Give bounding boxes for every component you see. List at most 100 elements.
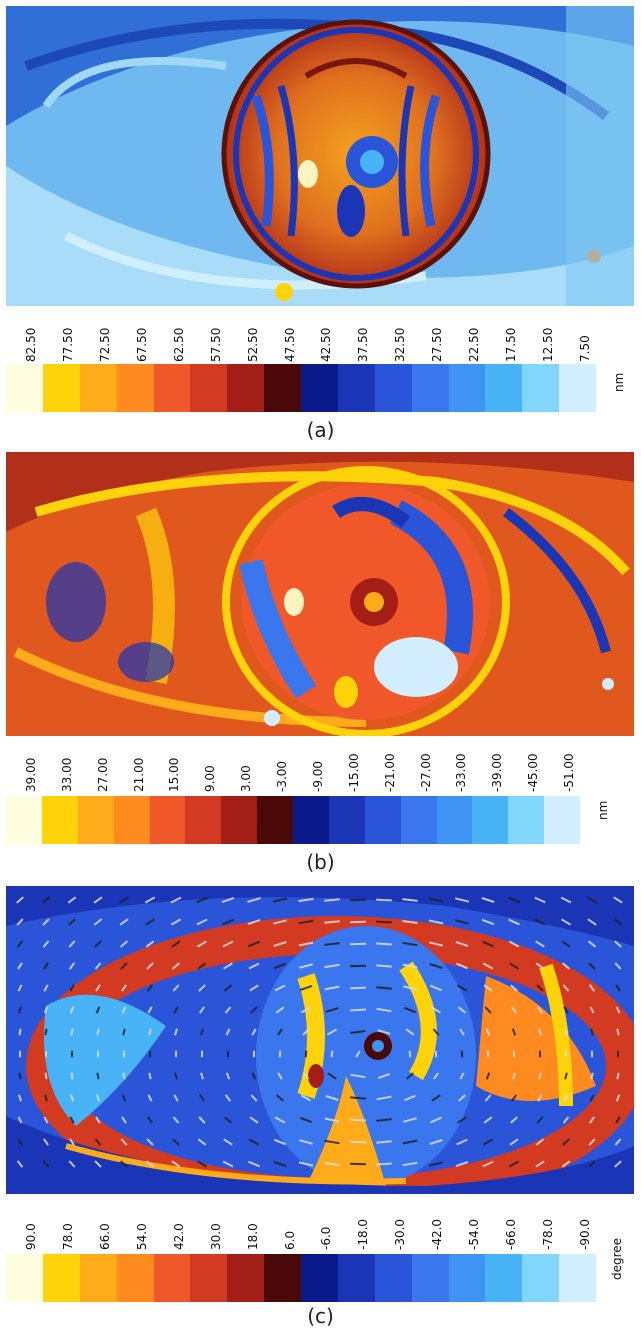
colorbar-tick-label: 82.50 bbox=[24, 327, 39, 362]
orientation-vector bbox=[483, 984, 493, 992]
colorbar-swatch bbox=[190, 1254, 228, 1302]
orientation-vector bbox=[562, 962, 570, 970]
orientation-vector bbox=[588, 984, 596, 992]
orientation-vector bbox=[95, 1094, 101, 1102]
panel-c-caption: (c) bbox=[307, 1304, 334, 1328]
orientation-vector bbox=[402, 920, 418, 924]
colorbar-tick-label: 27.50 bbox=[430, 327, 445, 362]
orientation-vector bbox=[455, 940, 469, 948]
panel-b-caption: (b) bbox=[306, 850, 335, 874]
orientation-vector bbox=[586, 896, 598, 904]
orientation-vector bbox=[172, 1116, 180, 1124]
panel-b-colorbar bbox=[6, 796, 580, 844]
colorbar-swatch bbox=[522, 1254, 560, 1302]
orientation-vector bbox=[93, 918, 103, 926]
colorbar-swatch bbox=[153, 1254, 191, 1302]
orientation-vector bbox=[42, 940, 50, 948]
orientation-vector bbox=[172, 1138, 180, 1146]
colorbar-tick-label: 42.0 bbox=[171, 1223, 186, 1250]
colorbar-tick-label: -15.00 bbox=[346, 753, 361, 792]
orientation-vector bbox=[275, 1006, 285, 1014]
orientation-vector bbox=[376, 964, 392, 968]
orientation-vector bbox=[562, 984, 570, 992]
colorbar-tick-label: 30.0 bbox=[208, 1223, 223, 1250]
colorbar-swatch bbox=[42, 364, 80, 412]
orientation-vector bbox=[534, 896, 546, 904]
colorbar-swatch bbox=[227, 1254, 265, 1302]
orientation-vector bbox=[94, 940, 102, 948]
colorbar-swatch bbox=[42, 1254, 80, 1302]
orientation-vector bbox=[589, 1006, 595, 1014]
orientation-vector bbox=[587, 1160, 597, 1168]
orientation-vector bbox=[403, 985, 417, 991]
orientation-vector bbox=[171, 962, 181, 970]
orientation-vector bbox=[251, 1072, 257, 1080]
orientation-vector bbox=[481, 918, 495, 926]
orientation-vector bbox=[18, 1094, 22, 1102]
panel-a-unit: nm bbox=[612, 372, 626, 392]
orientation-vector bbox=[376, 1140, 392, 1144]
colorbar-tick-label: 7.50 bbox=[577, 335, 592, 362]
orientation-vector bbox=[248, 1138, 260, 1146]
colorbar-swatch bbox=[264, 364, 301, 412]
orientation-vector bbox=[536, 1116, 544, 1124]
panel-c-ticks: 90.0 78.0 66.0 54.0 42.0 30.0 18.0 6.0 -6.0 -18.0… bbox=[6, 1196, 596, 1254]
colorbar-swatch bbox=[257, 796, 293, 844]
orientation-vector bbox=[272, 897, 288, 903]
orientation-vector bbox=[429, 963, 443, 969]
orientation-vector bbox=[144, 896, 156, 904]
orientation-vector bbox=[563, 1094, 569, 1102]
orientation-vector bbox=[377, 1029, 391, 1035]
orientation-vector bbox=[222, 940, 234, 948]
orientation-vector bbox=[325, 1095, 339, 1101]
orientation-vector bbox=[349, 964, 367, 968]
panel-a-colorbar bbox=[6, 364, 596, 412]
orientation-vector bbox=[145, 918, 155, 926]
orientation-vector bbox=[197, 962, 207, 970]
colorbar-tick-label: -90.0 bbox=[577, 1218, 592, 1250]
orientation-vector bbox=[327, 1072, 337, 1080]
orientation-vector bbox=[614, 940, 622, 948]
orientation-vector bbox=[300, 1006, 312, 1014]
orientation-vector bbox=[376, 1118, 392, 1122]
orientation-vector bbox=[16, 918, 24, 926]
orientation-vector bbox=[455, 919, 469, 925]
orientation-vector bbox=[274, 1116, 286, 1124]
orientation-vector bbox=[96, 1072, 100, 1080]
orientation-vector bbox=[560, 918, 572, 926]
orientation-vector bbox=[196, 940, 208, 948]
colorbar-swatch bbox=[6, 364, 43, 412]
orientation-vector bbox=[430, 984, 442, 992]
orientation-vector bbox=[615, 984, 621, 992]
orientation-vector bbox=[146, 1138, 154, 1146]
orientation-vector bbox=[299, 1116, 313, 1124]
orientation-vector bbox=[538, 1072, 542, 1080]
colorbar-tick-label: 37.50 bbox=[356, 327, 371, 362]
orientation-vector bbox=[431, 1094, 441, 1102]
orientation-vector bbox=[18, 1028, 22, 1036]
orientation-vector bbox=[376, 942, 392, 946]
colorbar-swatch bbox=[77, 796, 114, 844]
orientation-vector bbox=[68, 962, 76, 970]
colorbar-swatch bbox=[293, 796, 329, 844]
colorbar-swatch bbox=[448, 1254, 486, 1302]
panel-b-image bbox=[6, 452, 634, 736]
colorbar-swatch bbox=[411, 364, 449, 412]
orientation-vector bbox=[43, 1006, 49, 1014]
orientation-vector bbox=[324, 985, 340, 991]
orientation-vector bbox=[273, 1161, 287, 1167]
orientation-vector bbox=[16, 1160, 24, 1168]
colorbar-swatch bbox=[337, 364, 375, 412]
orientation-vector bbox=[121, 1006, 127, 1014]
orientation-vector bbox=[376, 920, 392, 924]
colorbar-tick-label: -33.00 bbox=[454, 753, 469, 792]
orientation-vector bbox=[121, 1094, 127, 1102]
orientation-vector bbox=[376, 898, 392, 902]
orientation-vector bbox=[382, 1050, 386, 1058]
colorbar-tick-label: 9.00 bbox=[203, 765, 218, 792]
orientation-vector bbox=[459, 1072, 465, 1080]
orientation-vector bbox=[456, 1138, 468, 1146]
orientation-vector bbox=[324, 920, 340, 924]
orientation-vector bbox=[485, 1072, 491, 1080]
colorbar-tick-label: 21.00 bbox=[131, 757, 146, 792]
